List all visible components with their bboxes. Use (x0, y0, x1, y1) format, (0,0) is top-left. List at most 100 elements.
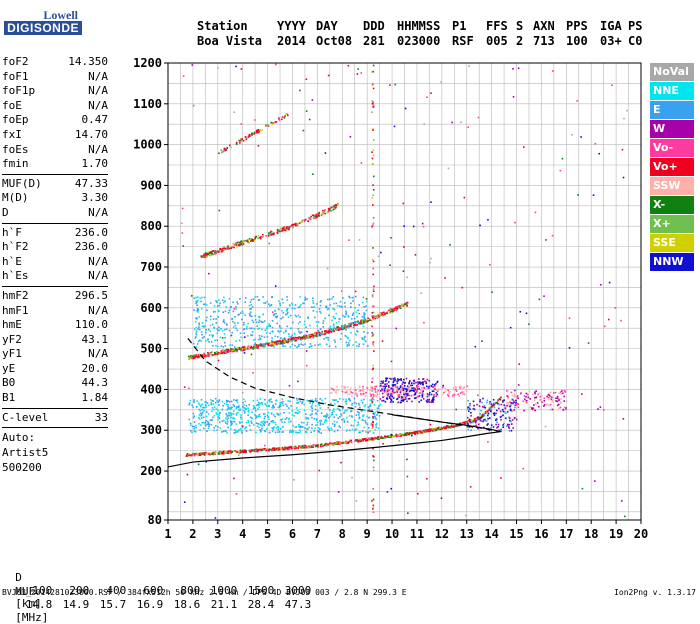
echo-point (369, 405, 372, 407)
echo-point (347, 325, 349, 327)
echo-point (249, 346, 252, 349)
x-tick-label: 4 (239, 527, 246, 541)
echo-point (261, 345, 264, 347)
echo-point (227, 452, 229, 455)
echo-point (353, 419, 356, 422)
echo-point (299, 336, 302, 339)
echo-point (489, 417, 491, 419)
echo-point (208, 341, 210, 343)
echo-point (358, 345, 360, 348)
echo-point (342, 326, 344, 328)
echo-point (403, 303, 406, 306)
echo-point (391, 387, 394, 390)
echo-point (332, 409, 334, 412)
echo-point (426, 477, 428, 480)
echo-point (382, 381, 384, 383)
echo-point (289, 420, 292, 423)
y-tick-label: 200 (140, 464, 162, 478)
echo-point (336, 385, 338, 388)
echo-point (294, 304, 297, 306)
echo-point (365, 440, 368, 442)
echo-point (324, 402, 327, 405)
echo-point (295, 426, 298, 428)
echo-point (403, 432, 406, 435)
echo-point (500, 415, 503, 418)
echo-point (207, 422, 210, 424)
echo-point (370, 422, 373, 425)
echo-point (540, 408, 542, 410)
echo-point (343, 442, 346, 444)
echo-point (214, 401, 217, 404)
echo-point (407, 387, 410, 390)
echo-point (278, 448, 280, 451)
echo-point (257, 422, 260, 425)
echo-point (456, 425, 458, 427)
echo-point (406, 385, 409, 388)
echo-point (218, 421, 221, 424)
echo-point (250, 422, 253, 424)
echo-point (368, 438, 371, 440)
echo-point (259, 431, 262, 433)
echo-point (329, 328, 332, 331)
echo-point (261, 129, 263, 131)
echo-point (402, 389, 405, 392)
echo-point (454, 388, 457, 391)
echo-point (333, 425, 336, 427)
echo-point (431, 383, 434, 386)
echo-point (217, 329, 219, 332)
echo-point (335, 399, 338, 401)
echo-point (251, 134, 253, 136)
echo-point (214, 339, 216, 342)
param-row: hmF1 N/A (2, 304, 108, 319)
echo-point (271, 342, 273, 345)
echo-point (314, 405, 317, 407)
echo-point (218, 310, 220, 313)
echo-point (232, 246, 234, 249)
echo-point (534, 211, 537, 214)
echo-point (622, 418, 625, 420)
echo-point (353, 324, 355, 327)
echo-point (338, 327, 341, 329)
echo-point (404, 303, 407, 306)
echo-point (393, 377, 396, 379)
echo-point (449, 244, 451, 246)
echo-point (327, 416, 330, 419)
echo-point (402, 381, 404, 383)
echo-point (285, 113, 287, 115)
echo-point (222, 349, 225, 352)
echo-point (236, 329, 239, 332)
header-row2-iga: 03+ (600, 34, 622, 48)
echo-point (347, 342, 350, 344)
echo-point (451, 424, 453, 426)
echo-point (420, 292, 423, 294)
echo-point (403, 434, 405, 436)
echo-point (372, 305, 375, 307)
echo-point (451, 426, 454, 428)
echo-point (344, 325, 347, 328)
echo-point (429, 261, 431, 264)
echo-point (496, 399, 499, 402)
echo-point (336, 389, 338, 391)
echo-point (373, 469, 375, 472)
echo-point (367, 320, 370, 322)
echo-point (298, 445, 300, 447)
echo-point (360, 440, 363, 442)
echo-point (399, 386, 402, 389)
echo-point (392, 401, 395, 403)
echo-point (225, 149, 228, 151)
echo-point (274, 415, 276, 418)
echo-point (268, 305, 271, 307)
echo-point (252, 424, 255, 426)
echo-point (207, 421, 209, 423)
echo-point (239, 422, 241, 424)
echo-point (273, 343, 276, 346)
echo-point (208, 355, 210, 357)
echo-point (511, 402, 514, 404)
echo-point (495, 412, 497, 415)
echo-point (212, 408, 215, 411)
echo-point (230, 421, 232, 424)
echo-point (495, 423, 497, 426)
echo-point (208, 425, 210, 428)
echo-point (296, 402, 299, 404)
echo-point (258, 334, 261, 337)
